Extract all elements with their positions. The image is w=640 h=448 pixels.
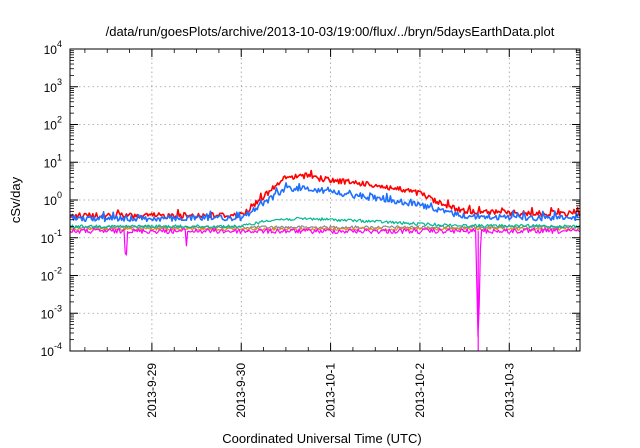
y-tick-base: 10 [44, 81, 58, 95]
x-tick-label: 2013-10-3 [502, 363, 516, 418]
y-tick-label: 10-3 [41, 303, 62, 321]
y-tick-exponent: 0 [57, 190, 62, 200]
y-tick-base: 10 [44, 194, 58, 208]
y-tick-base: 10 [41, 307, 55, 321]
y-tick-label: 10-1 [41, 228, 62, 246]
series-line-5 [69, 228, 581, 351]
x-tick-labels: 2013-9-29 2013-9-30 2013-10-1 2013-10-2 2013… [145, 363, 516, 418]
grid [70, 49, 580, 351]
y-tick-base: 10 [41, 345, 55, 359]
y-tick-exponent: 3 [57, 77, 62, 87]
y-tick-base: 10 [41, 232, 55, 246]
chart-title: /data/run/goesPlots/archive/2013-10-03/1… [106, 24, 555, 39]
series-line-4 [69, 227, 581, 232]
y-tick-exponent: -3 [54, 303, 62, 313]
x-tick-label: 2013-10-2 [413, 363, 427, 418]
x-tick-label: 2013-9-30 [234, 363, 248, 418]
series-line-0 [69, 169, 581, 220]
y-tick-base: 10 [44, 119, 58, 133]
series-line-1 [69, 182, 581, 223]
y-axis-title: cSv/day [8, 176, 23, 223]
y-tick-base: 10 [44, 43, 58, 57]
y-tick-exponent: 1 [57, 152, 62, 162]
x-axis-title: Coordinated Universal Time (UTC) [222, 431, 421, 446]
y-tick-label: 102 [44, 115, 62, 133]
y-tick-base: 10 [41, 270, 55, 284]
series-layer [69, 169, 581, 351]
y-tick-label: 101 [44, 152, 62, 170]
y-tick-label: 103 [44, 77, 62, 95]
y-tick-label: 10-2 [41, 266, 62, 284]
tick-marks [70, 48, 580, 352]
y-tick-exponent: -1 [54, 228, 62, 238]
y-tick-exponent: -4 [54, 341, 62, 351]
y-tick-label: 104 [44, 39, 62, 57]
y-tick-label: 100 [44, 190, 62, 208]
series-line-2 [69, 216, 581, 229]
x-tick-label: 2013-9-29 [145, 363, 159, 418]
y-tick-label: 10-4 [41, 341, 62, 359]
y-tick-exponent: -2 [54, 266, 62, 276]
y-tick-exponent: 2 [57, 115, 62, 125]
x-tick-label: 2013-10-1 [324, 363, 338, 418]
y-tick-exponent: 4 [57, 39, 62, 49]
y-tick-base: 10 [44, 156, 58, 170]
